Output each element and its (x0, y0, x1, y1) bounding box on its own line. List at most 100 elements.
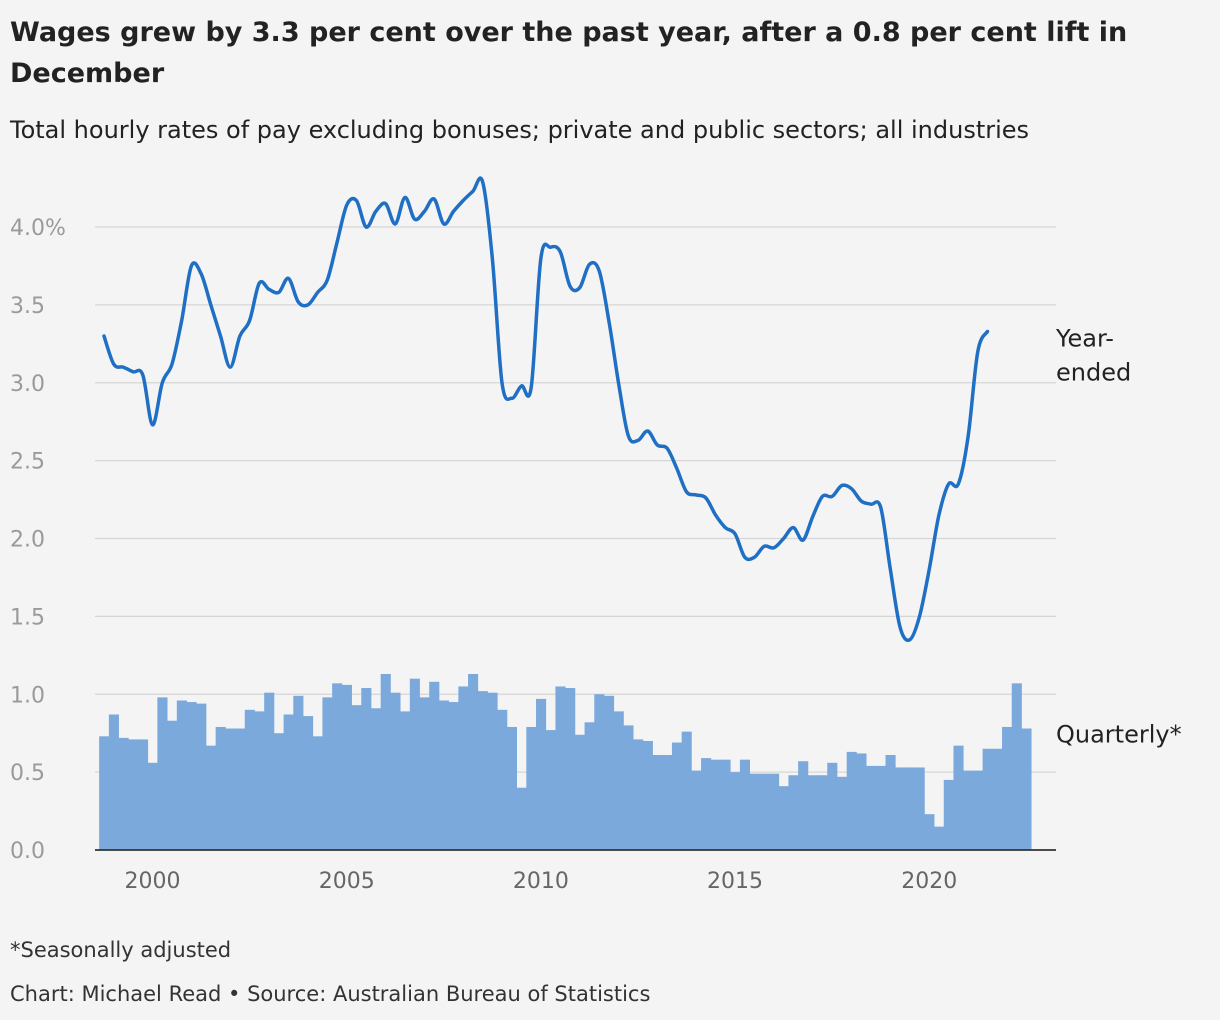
quarterly-bar (458, 686, 469, 850)
year-ended-label: ended (1056, 358, 1131, 386)
quarterly-bar (652, 754, 663, 850)
quarterly-bar (817, 775, 828, 850)
quarterly-bar (710, 759, 721, 850)
quarterly-bar (788, 775, 799, 850)
quarterly-bar (312, 736, 323, 850)
quarterly-bar (157, 697, 168, 850)
x-tick-label: 2000 (125, 869, 181, 894)
quarterly-bar (662, 754, 673, 850)
quarterly-bar (293, 695, 304, 850)
quarterly-bar (623, 725, 634, 850)
y-tick-label: 0.0 (10, 839, 45, 864)
quarterly-bar (1002, 726, 1013, 850)
quarterly-bar (778, 786, 789, 850)
quarterly-bar (769, 773, 780, 850)
y-tick-label: 3.0 (10, 372, 45, 397)
x-tick-label: 2015 (707, 869, 763, 894)
quarterly-bar (196, 703, 207, 850)
quarterly-bar (963, 770, 974, 850)
quarterly-bar (885, 754, 896, 850)
x-tick-label: 2005 (319, 869, 375, 894)
quarterly-bar (516, 787, 527, 850)
chart-credit: Chart: Michael Read • Source: Australian… (10, 982, 651, 1006)
series-labels: Year-ended Quarterly* (1055, 324, 1182, 748)
quarterly-bar (176, 700, 187, 850)
quarterly-bar (681, 731, 692, 850)
quarterly-bar (972, 770, 984, 850)
quarterly-bar (1021, 728, 1032, 850)
quarterly-bar (982, 748, 993, 850)
gridlines (95, 226, 1056, 773)
year-ended-label: Year- (1055, 324, 1114, 352)
quarterly-bar (1011, 683, 1022, 850)
quarterly-bar (749, 773, 760, 850)
quarterly-bar (613, 711, 624, 850)
quarterly-bar (798, 761, 809, 850)
year-ended-line (102, 176, 990, 642)
quarterly-bar (914, 767, 925, 850)
quarterly-bar (584, 722, 595, 850)
quarterly-bar (244, 709, 255, 850)
quarterly-bar (147, 762, 158, 850)
quarterly-bar (429, 681, 440, 850)
quarterly-bar (118, 737, 129, 850)
quarterly-bar (953, 745, 964, 850)
quarterly-bar (934, 826, 945, 850)
quarterly-bar (468, 674, 479, 850)
quarterly-bar (409, 678, 420, 850)
x-tick-label: 2020 (901, 869, 957, 894)
quarterly-bar (497, 709, 508, 850)
quarterly-bar (603, 695, 615, 850)
chart-title: Wages grew by 3.3 per cent over the past… (10, 17, 1128, 89)
x-axis-labels: 2000 2005 2010 2015 2020 (125, 869, 958, 894)
quarterly-bar (904, 767, 916, 850)
quarterly-bar (807, 775, 818, 850)
quarterly-bar (235, 728, 246, 850)
quarterly-bar (671, 742, 683, 850)
quarterly-bar (361, 688, 372, 850)
y-tick-label: 2.0 (10, 528, 45, 553)
quarterly-bar (477, 691, 488, 850)
y-tick-label: 3.5 (10, 294, 45, 319)
quarterly-label: Quarterly* (1056, 721, 1182, 749)
quarterly-bar (759, 773, 770, 850)
chart-svg: 0.0 0.5 1.0 1.5 2.0 2.5 3.0 3.5 4.0% 2000 2005 201… (10, 176, 1182, 894)
y-tick-label: 1.0 (10, 683, 45, 708)
quarterly-bar (526, 726, 537, 850)
quarterly-bar (875, 765, 886, 850)
quarterly-bar (108, 714, 119, 850)
y-tick-label: 1.5 (10, 605, 45, 630)
quarterly-bar (836, 776, 848, 850)
quarterly-bar (487, 692, 498, 850)
quarterly-bar (924, 814, 935, 850)
y-tick-label: 0.5 (10, 761, 45, 786)
quarterly-bar (303, 716, 314, 850)
quarterly-bar (992, 748, 1003, 850)
quarterly-bar (536, 698, 547, 850)
quarterly-bar (448, 702, 459, 850)
y-tick-label: 4.0% (10, 216, 66, 241)
quarterly-bar (264, 692, 275, 850)
quarterly-bar (215, 726, 226, 850)
quarterly-bar (633, 739, 644, 850)
quarterly-bar (390, 692, 401, 850)
quarterly-bar (545, 730, 556, 850)
quarterly-bars (99, 674, 1032, 850)
quarterly-bar (594, 694, 605, 850)
quarterly-bar (137, 739, 149, 850)
quarterly-bar (400, 711, 411, 850)
quarterly-bar (720, 759, 731, 850)
quarterly-bar (506, 726, 518, 850)
quarterly-bar (341, 684, 352, 850)
quarterly-bar (128, 739, 139, 850)
quarterly-bar (943, 779, 954, 850)
x-tick-label: 2010 (513, 869, 569, 894)
quarterly-bar (730, 772, 741, 850)
quarterly-bar (254, 711, 265, 850)
quarterly-bar (691, 770, 702, 850)
y-axis-labels: 0.0 0.5 1.0 1.5 2.0 2.5 3.0 3.5 4.0% (10, 216, 66, 864)
quarterly-bar (273, 733, 285, 850)
quarterly-bar (370, 708, 382, 850)
quarterly-bar (99, 736, 110, 850)
quarterly-bar (283, 714, 294, 850)
